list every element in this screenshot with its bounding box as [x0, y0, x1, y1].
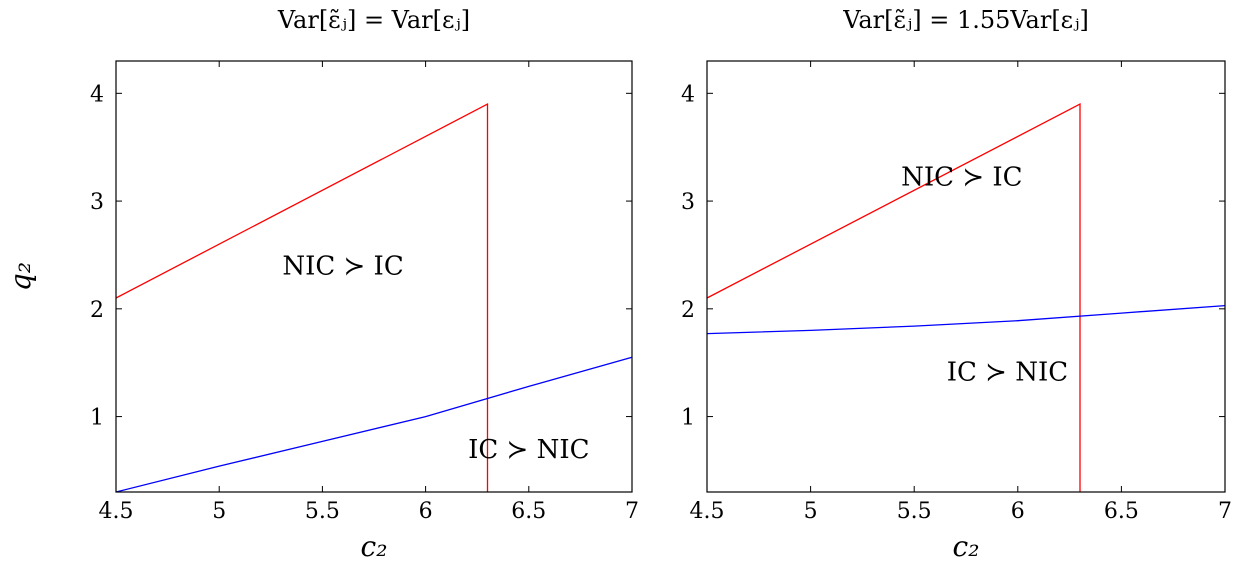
left-panel: Var[ε̃ⱼ] = Var[εⱼ] 4.5 5 5.5 6 6.5 7 1 2 3 4 NIC ≻ … — [4, 6, 639, 563]
plot-frame — [115, 60, 633, 493]
right-panel: Var[ε̃ⱼ] = 1.55Var[εⱼ] 4.5 5 5.5 6 6.5 7 1 2 3 4 NI… — [681, 6, 1232, 563]
y-tick-label: 2 — [681, 298, 695, 323]
region-annotation: NIC ≻ IC — [901, 162, 1022, 192]
y-tick-label: 3 — [681, 190, 695, 215]
region-annotation: IC ≻ NIC — [947, 357, 1068, 387]
x-tick-label: 5 — [212, 499, 226, 524]
x-tick-label: 6.5 — [511, 499, 546, 524]
chart-title: Var[ε̃ⱼ] = 1.55Var[εⱼ] — [842, 6, 1089, 34]
x-tick-label: 7 — [1218, 499, 1232, 524]
x-tick-label: 5.5 — [897, 499, 932, 524]
y-tick-label: 3 — [90, 190, 104, 215]
y-tick-label: 4 — [90, 82, 104, 107]
chart-title: Var[ε̃ⱼ] = Var[εⱼ] — [277, 6, 470, 34]
y-tick-label: 2 — [90, 298, 104, 323]
y-axis-label: q₂ — [4, 262, 37, 291]
x-tick-label: 5 — [804, 499, 818, 524]
x-tick-label: 6.5 — [1104, 499, 1139, 524]
x-tick-label: 7 — [625, 499, 639, 524]
x-tick-label: 4.5 — [690, 499, 725, 524]
region-annotation: IC ≻ NIC — [468, 435, 589, 465]
x-axis-label: c₂ — [953, 530, 980, 563]
y-tick-label: 1 — [90, 406, 104, 431]
x-tick-label: 6 — [1011, 499, 1025, 524]
region-annotation: NIC ≻ IC — [282, 252, 403, 282]
x-tick-label: 6 — [419, 499, 433, 524]
blue-boundary-line — [706, 304, 1226, 335]
y-tick-label: 4 — [681, 82, 695, 107]
x-tick-label: 5.5 — [305, 499, 340, 524]
plot-frame — [706, 60, 1226, 493]
red-boundary-line — [115, 103, 489, 492]
x-axis-label: c₂ — [361, 530, 388, 563]
blue-boundary-line — [115, 356, 633, 493]
x-tick-label: 4.5 — [99, 499, 134, 524]
y-tick-label: 1 — [681, 406, 695, 431]
red-boundary-line — [706, 103, 1081, 492]
